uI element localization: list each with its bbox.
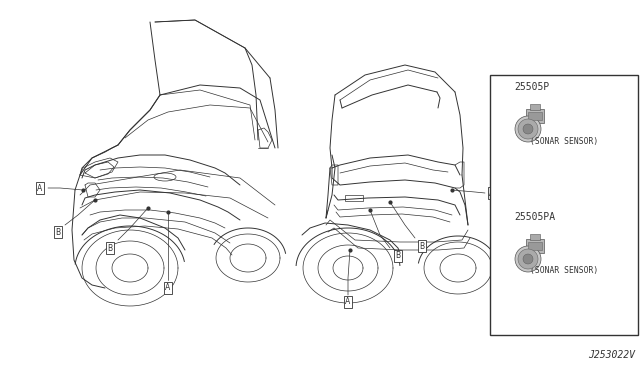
Text: J253022V: J253022V [588,350,635,360]
Bar [528,242,542,250]
Bar [526,239,544,253]
Text: 25505P: 25505P [514,82,549,92]
Text: (SONAR SENSOR): (SONAR SENSOR) [530,137,598,145]
Text: B: B [419,241,424,250]
Bar [528,112,542,120]
Text: B: B [499,212,504,221]
Circle shape [515,116,541,142]
Bar [530,234,540,240]
Circle shape [523,254,533,264]
Circle shape [518,119,538,139]
Circle shape [518,249,538,269]
Circle shape [515,246,541,272]
Text: A: A [346,298,351,307]
Text: A: A [499,83,504,92]
Text: B: B [108,244,113,253]
Bar [345,195,363,201]
Text: A: A [165,283,171,292]
Text: A: A [490,189,495,198]
Text: B: B [396,251,401,260]
Circle shape [523,124,533,134]
Bar [530,104,540,110]
Text: B: B [56,228,61,237]
Text: (SONAR SENSOR): (SONAR SENSOR) [530,266,598,276]
Text: A: A [37,183,43,192]
Bar [526,109,544,123]
Text: 25505PA: 25505PA [514,212,555,222]
Bar [490,75,638,335]
